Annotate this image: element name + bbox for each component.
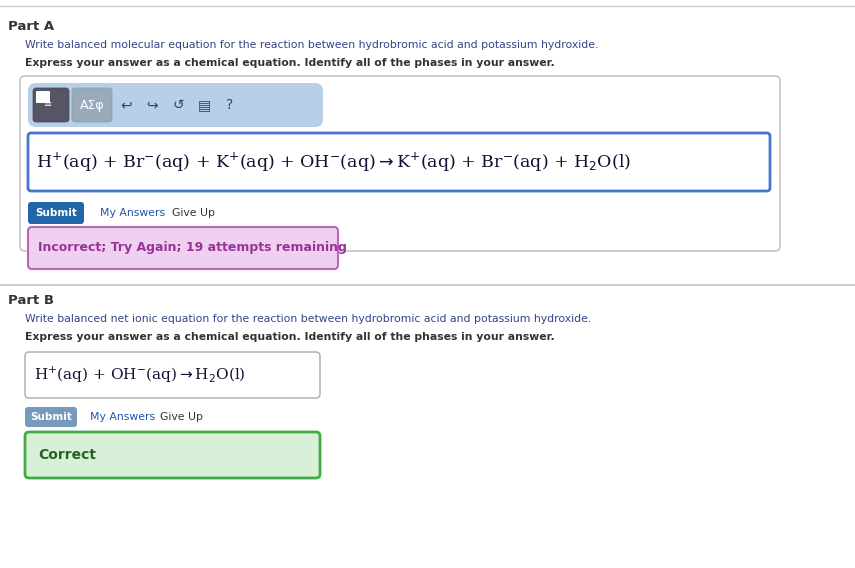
Text: ↪: ↪ xyxy=(146,98,158,112)
FancyBboxPatch shape xyxy=(20,76,780,251)
Text: Correct: Correct xyxy=(38,448,96,462)
FancyBboxPatch shape xyxy=(72,88,112,122)
FancyBboxPatch shape xyxy=(36,91,50,103)
Text: ▤: ▤ xyxy=(198,98,210,112)
Text: Express your answer as a chemical equation. Identify all of the phases in your a: Express your answer as a chemical equati… xyxy=(25,332,555,342)
Text: ≡: ≡ xyxy=(44,99,52,109)
Text: AΣφ: AΣφ xyxy=(80,98,104,111)
FancyBboxPatch shape xyxy=(33,88,69,122)
Text: My Answers: My Answers xyxy=(90,412,155,422)
FancyBboxPatch shape xyxy=(28,83,323,127)
Text: ?: ? xyxy=(227,98,233,112)
Text: Write balanced molecular equation for the reaction between hydrobromic acid and : Write balanced molecular equation for th… xyxy=(25,40,598,50)
Text: ↩: ↩ xyxy=(121,98,132,112)
Text: Incorrect; Try Again; 19 attempts remaining: Incorrect; Try Again; 19 attempts remain… xyxy=(38,241,347,254)
Text: My Answers: My Answers xyxy=(100,208,165,218)
FancyBboxPatch shape xyxy=(25,352,320,398)
Text: Submit: Submit xyxy=(35,208,77,218)
FancyBboxPatch shape xyxy=(25,407,77,427)
FancyBboxPatch shape xyxy=(25,432,320,478)
Text: H$^{+}$(aq) + Br$^{-}$(aq) + K$^{+}$(aq) + OH$^{-}$(aq)$\rightarrow$K$^{+}$(aq) : H$^{+}$(aq) + Br$^{-}$(aq) + K$^{+}$(aq)… xyxy=(36,151,631,174)
Text: Write balanced net ionic equation for the reaction between hydrobromic acid and : Write balanced net ionic equation for th… xyxy=(25,314,592,324)
Text: Give Up: Give Up xyxy=(172,208,215,218)
Text: Submit: Submit xyxy=(30,412,72,422)
Text: Part B: Part B xyxy=(8,294,54,307)
Text: ↺: ↺ xyxy=(172,98,184,112)
FancyBboxPatch shape xyxy=(28,133,770,191)
Text: Give Up: Give Up xyxy=(160,412,203,422)
FancyBboxPatch shape xyxy=(28,227,338,269)
Text: Part A: Part A xyxy=(8,20,54,33)
FancyBboxPatch shape xyxy=(28,202,84,224)
Text: H$^{+}$(aq) + OH$^{-}$(aq)$\rightarrow$H$_{2}$O(l): H$^{+}$(aq) + OH$^{-}$(aq)$\rightarrow$H… xyxy=(34,365,245,385)
Text: Express your answer as a chemical equation. Identify all of the phases in your a: Express your answer as a chemical equati… xyxy=(25,58,555,68)
